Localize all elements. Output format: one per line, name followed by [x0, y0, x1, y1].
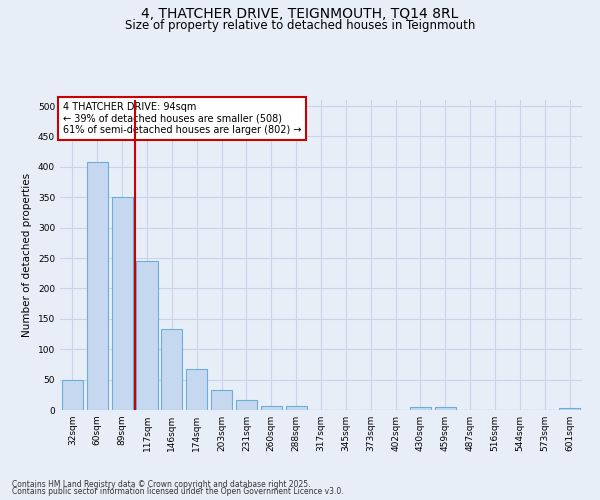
- Bar: [112, 198, 133, 410]
- Bar: [186, 368, 207, 410]
- Bar: [236, 400, 257, 410]
- Bar: [286, 406, 307, 410]
- Bar: [211, 390, 232, 410]
- Bar: [410, 407, 431, 410]
- Text: Contains public sector information licensed under the Open Government Licence v3: Contains public sector information licen…: [12, 487, 344, 496]
- Text: Size of property relative to detached houses in Teignmouth: Size of property relative to detached ho…: [125, 18, 475, 32]
- Text: 4, THATCHER DRIVE, TEIGNMOUTH, TQ14 8RL: 4, THATCHER DRIVE, TEIGNMOUTH, TQ14 8RL: [142, 8, 458, 22]
- Bar: [559, 408, 580, 410]
- Bar: [261, 406, 282, 410]
- Bar: [87, 162, 108, 410]
- Text: Contains HM Land Registry data © Crown copyright and database right 2025.: Contains HM Land Registry data © Crown c…: [12, 480, 311, 489]
- Bar: [435, 407, 456, 410]
- Bar: [161, 329, 182, 410]
- Bar: [62, 380, 83, 410]
- Y-axis label: Number of detached properties: Number of detached properties: [22, 173, 32, 337]
- Bar: [136, 261, 158, 410]
- Text: 4 THATCHER DRIVE: 94sqm
← 39% of detached houses are smaller (508)
61% of semi-d: 4 THATCHER DRIVE: 94sqm ← 39% of detache…: [62, 102, 301, 134]
